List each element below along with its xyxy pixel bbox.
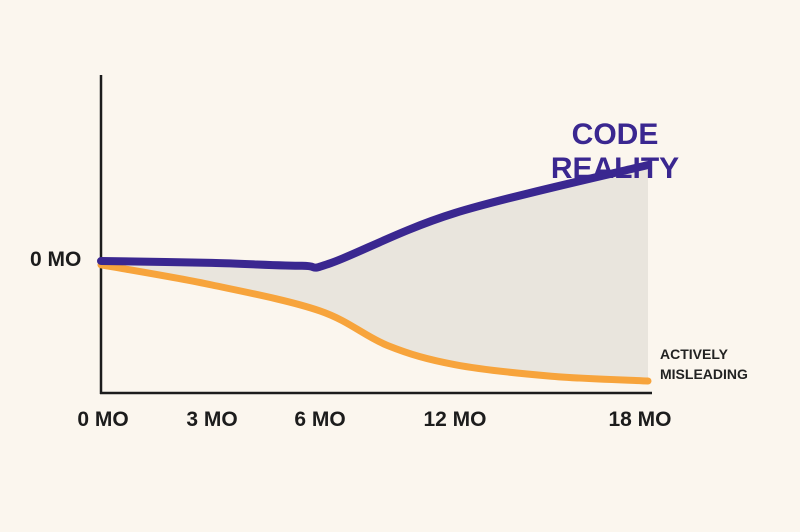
misleading-label-line2: MISLEADING — [660, 366, 748, 382]
misleading-label-line1: ACTIVELY — [660, 346, 728, 362]
series-misleading-line — [97, 261, 652, 385]
code-reality-label: CODE REALITY — [550, 118, 680, 185]
x-tick-label: 12 MO — [423, 408, 487, 431]
x-tick-label: 6 MO — [294, 408, 346, 431]
x-tick-label: 0 MO — [77, 408, 129, 431]
y-tick-label: 0 MO — [30, 248, 82, 271]
gap-fill-area — [101, 165, 648, 381]
x-tick-label: 3 MO — [186, 408, 238, 431]
misleading-label: ACTIVELY MISLEADING — [660, 344, 748, 384]
series-code-reality-line — [97, 161, 652, 272]
x-tick-label: 18 MO — [608, 408, 672, 431]
